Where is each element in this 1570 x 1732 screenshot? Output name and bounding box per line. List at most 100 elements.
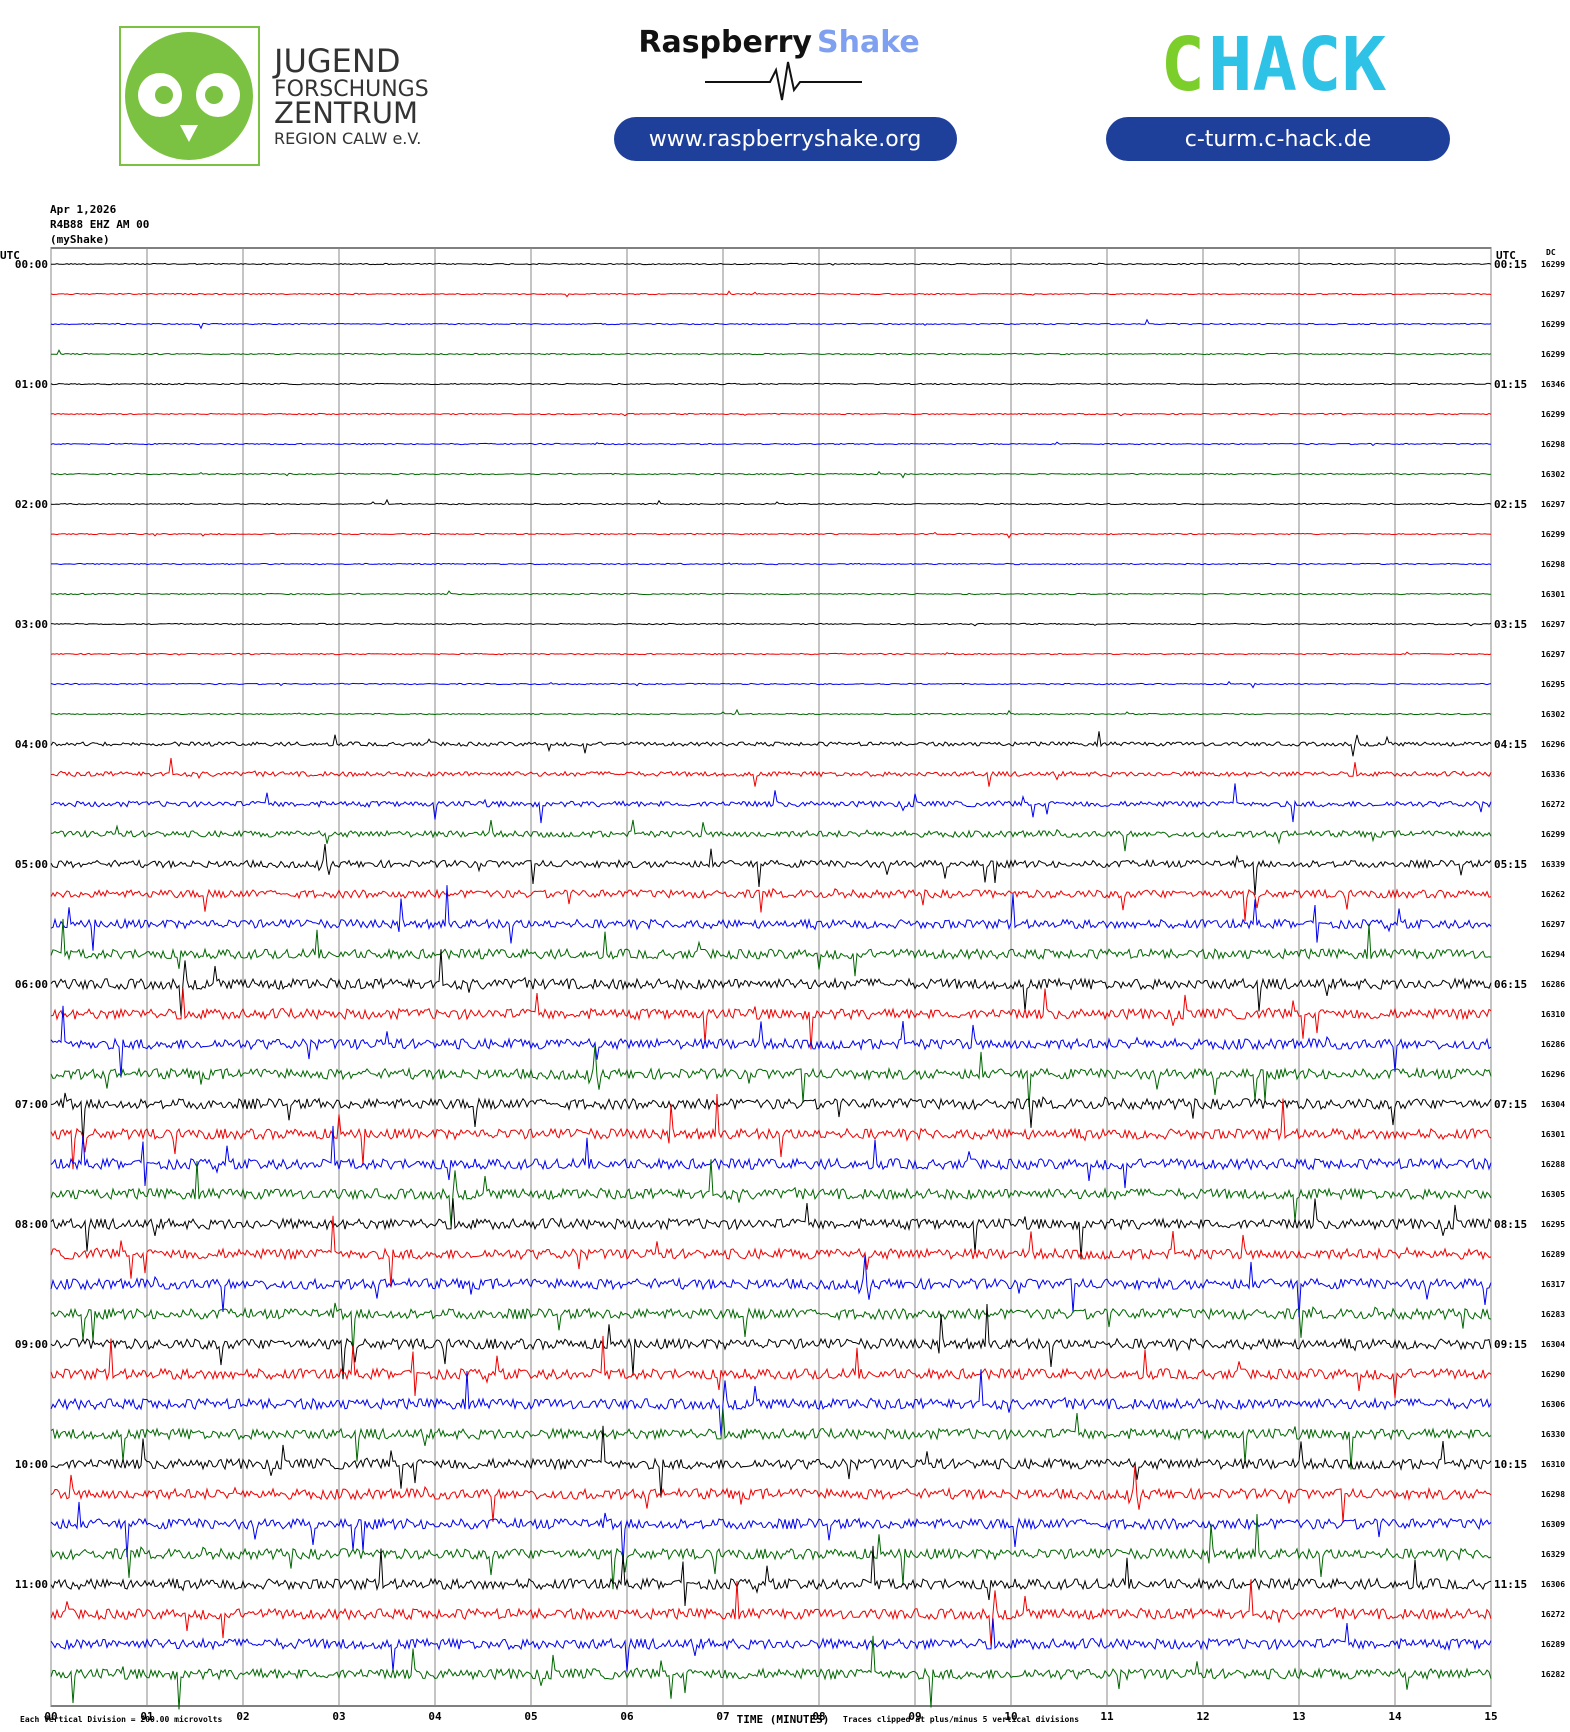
trace <box>50 622 1492 627</box>
trace <box>50 531 1492 539</box>
date: Apr 1,2026 <box>50 203 117 216</box>
source: (myShake) <box>50 233 110 246</box>
x-tick-label: 05 <box>524 1710 537 1723</box>
dc-label: 16297 <box>1541 920 1565 929</box>
logo-wave <box>705 61 862 101</box>
dc-label: 16299 <box>1541 350 1565 359</box>
dc-label: 16299 <box>1541 410 1565 419</box>
y-left-label: 04:00 <box>15 738 48 751</box>
owl-beak <box>180 125 198 142</box>
y-right-label: 08:15 <box>1494 1218 1527 1231</box>
url-pill[interactable] <box>1106 117 1450 161</box>
x-tick-label: 12 <box>1196 1710 1209 1723</box>
dc-label: 16282 <box>1541 1670 1565 1679</box>
dc-label: 16283 <box>1541 1310 1565 1319</box>
trace <box>50 783 1492 824</box>
url-text[interactable]: c-turm.c-hack.de <box>1185 127 1371 152</box>
trace <box>50 1255 1492 1318</box>
trace <box>50 590 1492 596</box>
x-axis-label: TIME (MINUTES) <box>737 1713 830 1726</box>
dc-label: 16298 <box>1541 440 1565 449</box>
dc-label: 16272 <box>1541 1610 1565 1619</box>
dc-label: 16302 <box>1541 710 1565 719</box>
y-right-label: 05:15 <box>1494 858 1527 871</box>
dc-label: 16330 <box>1541 1430 1565 1439</box>
trace <box>50 318 1492 330</box>
trace <box>50 949 1492 1017</box>
trace <box>50 1465 1492 1523</box>
dc-label: 16329 <box>1541 1550 1565 1559</box>
scale-note: Each Vertical Division = 200.00 microvol… <box>20 1714 222 1724</box>
dc-label: 16286 <box>1541 1040 1565 1049</box>
trace <box>50 470 1492 479</box>
logo-text: Raspberry <box>638 25 812 60</box>
trace <box>51 262 1492 266</box>
y-left-label: 00:00 <box>15 258 48 271</box>
trace <box>50 1303 1492 1380</box>
trace <box>50 1302 1492 1355</box>
owl-logo <box>125 32 253 160</box>
dc-label: 16301 <box>1541 1130 1565 1139</box>
trace <box>50 1579 1492 1647</box>
url-pill[interactable] <box>614 117 957 161</box>
dc-label: 16297 <box>1541 650 1565 659</box>
trace <box>50 885 1492 951</box>
dc-label: 16297 <box>1541 290 1565 299</box>
y-left-label: 01:00 <box>15 378 48 391</box>
x-tick-label: 00 <box>44 1710 57 1723</box>
logo-text: FORSCHUNGS <box>274 77 429 102</box>
x-tick-label: 03 <box>332 1710 345 1723</box>
trace <box>50 887 1492 922</box>
dc-label: 16290 <box>1541 1370 1565 1379</box>
unit-label: UTC <box>1496 249 1516 262</box>
y-left-label: 06:00 <box>15 978 48 991</box>
trace <box>50 708 1492 716</box>
trace <box>50 412 1492 417</box>
dc-label: 16294 <box>1541 950 1565 959</box>
dc-label: 16304 <box>1541 1340 1565 1349</box>
trace <box>50 382 1492 386</box>
url-text[interactable]: www.raspberryshake.org <box>649 127 922 152</box>
dc-label: 16346 <box>1541 380 1565 389</box>
clip-note: Traces clipped at plus/minus 5 vertical … <box>843 1714 1079 1724</box>
x-tick-label: 14 <box>1388 1710 1402 1723</box>
trace <box>50 1093 1492 1170</box>
trace <box>50 1369 1492 1437</box>
x-tick-label: 06 <box>620 1710 634 1723</box>
owl-pupil <box>155 86 173 104</box>
trace <box>50 819 1492 852</box>
trace <box>50 1125 1492 1189</box>
trace <box>50 1092 1492 1145</box>
y-left-label: 11:00 <box>15 1578 48 1591</box>
dc-label: 16299 <box>1541 320 1565 329</box>
trace <box>50 441 1492 447</box>
dc-label: 16310 <box>1541 1010 1565 1019</box>
dc-label: 16299 <box>1541 830 1565 839</box>
logo-frame <box>119 26 260 166</box>
trace <box>50 757 1492 787</box>
y-left-label: 07:00 <box>15 1098 48 1111</box>
dc-label: 16298 <box>1541 560 1565 569</box>
dc-label: 16306 <box>1541 1580 1565 1589</box>
logo-text: ZENTRUM <box>274 96 418 130</box>
x-tick-label: 15 <box>1484 1710 1497 1723</box>
trace <box>50 1545 1492 1607</box>
dc-label: 16301 <box>1541 590 1565 599</box>
trace <box>50 1425 1492 1498</box>
trace <box>50 1618 1492 1672</box>
dc-label: 16306 <box>1541 1400 1565 1409</box>
dc-label: 16309 <box>1541 1520 1565 1529</box>
dc-label: 16298 <box>1541 1490 1565 1499</box>
dc-label: 16296 <box>1541 740 1565 749</box>
x-tick-label: 01 <box>140 1710 154 1723</box>
logo-text: REGION CALW e.V. <box>274 129 421 148</box>
dc-label: 16295 <box>1541 680 1565 689</box>
dc-label: 16305 <box>1541 1190 1565 1199</box>
x-tick-label: 02 <box>236 1710 249 1723</box>
trace <box>50 1198 1492 1260</box>
y-left-label: 10:00 <box>15 1458 48 1471</box>
dc-label: 16310 <box>1541 1460 1565 1469</box>
trace <box>51 562 1492 566</box>
trace <box>50 918 1492 977</box>
